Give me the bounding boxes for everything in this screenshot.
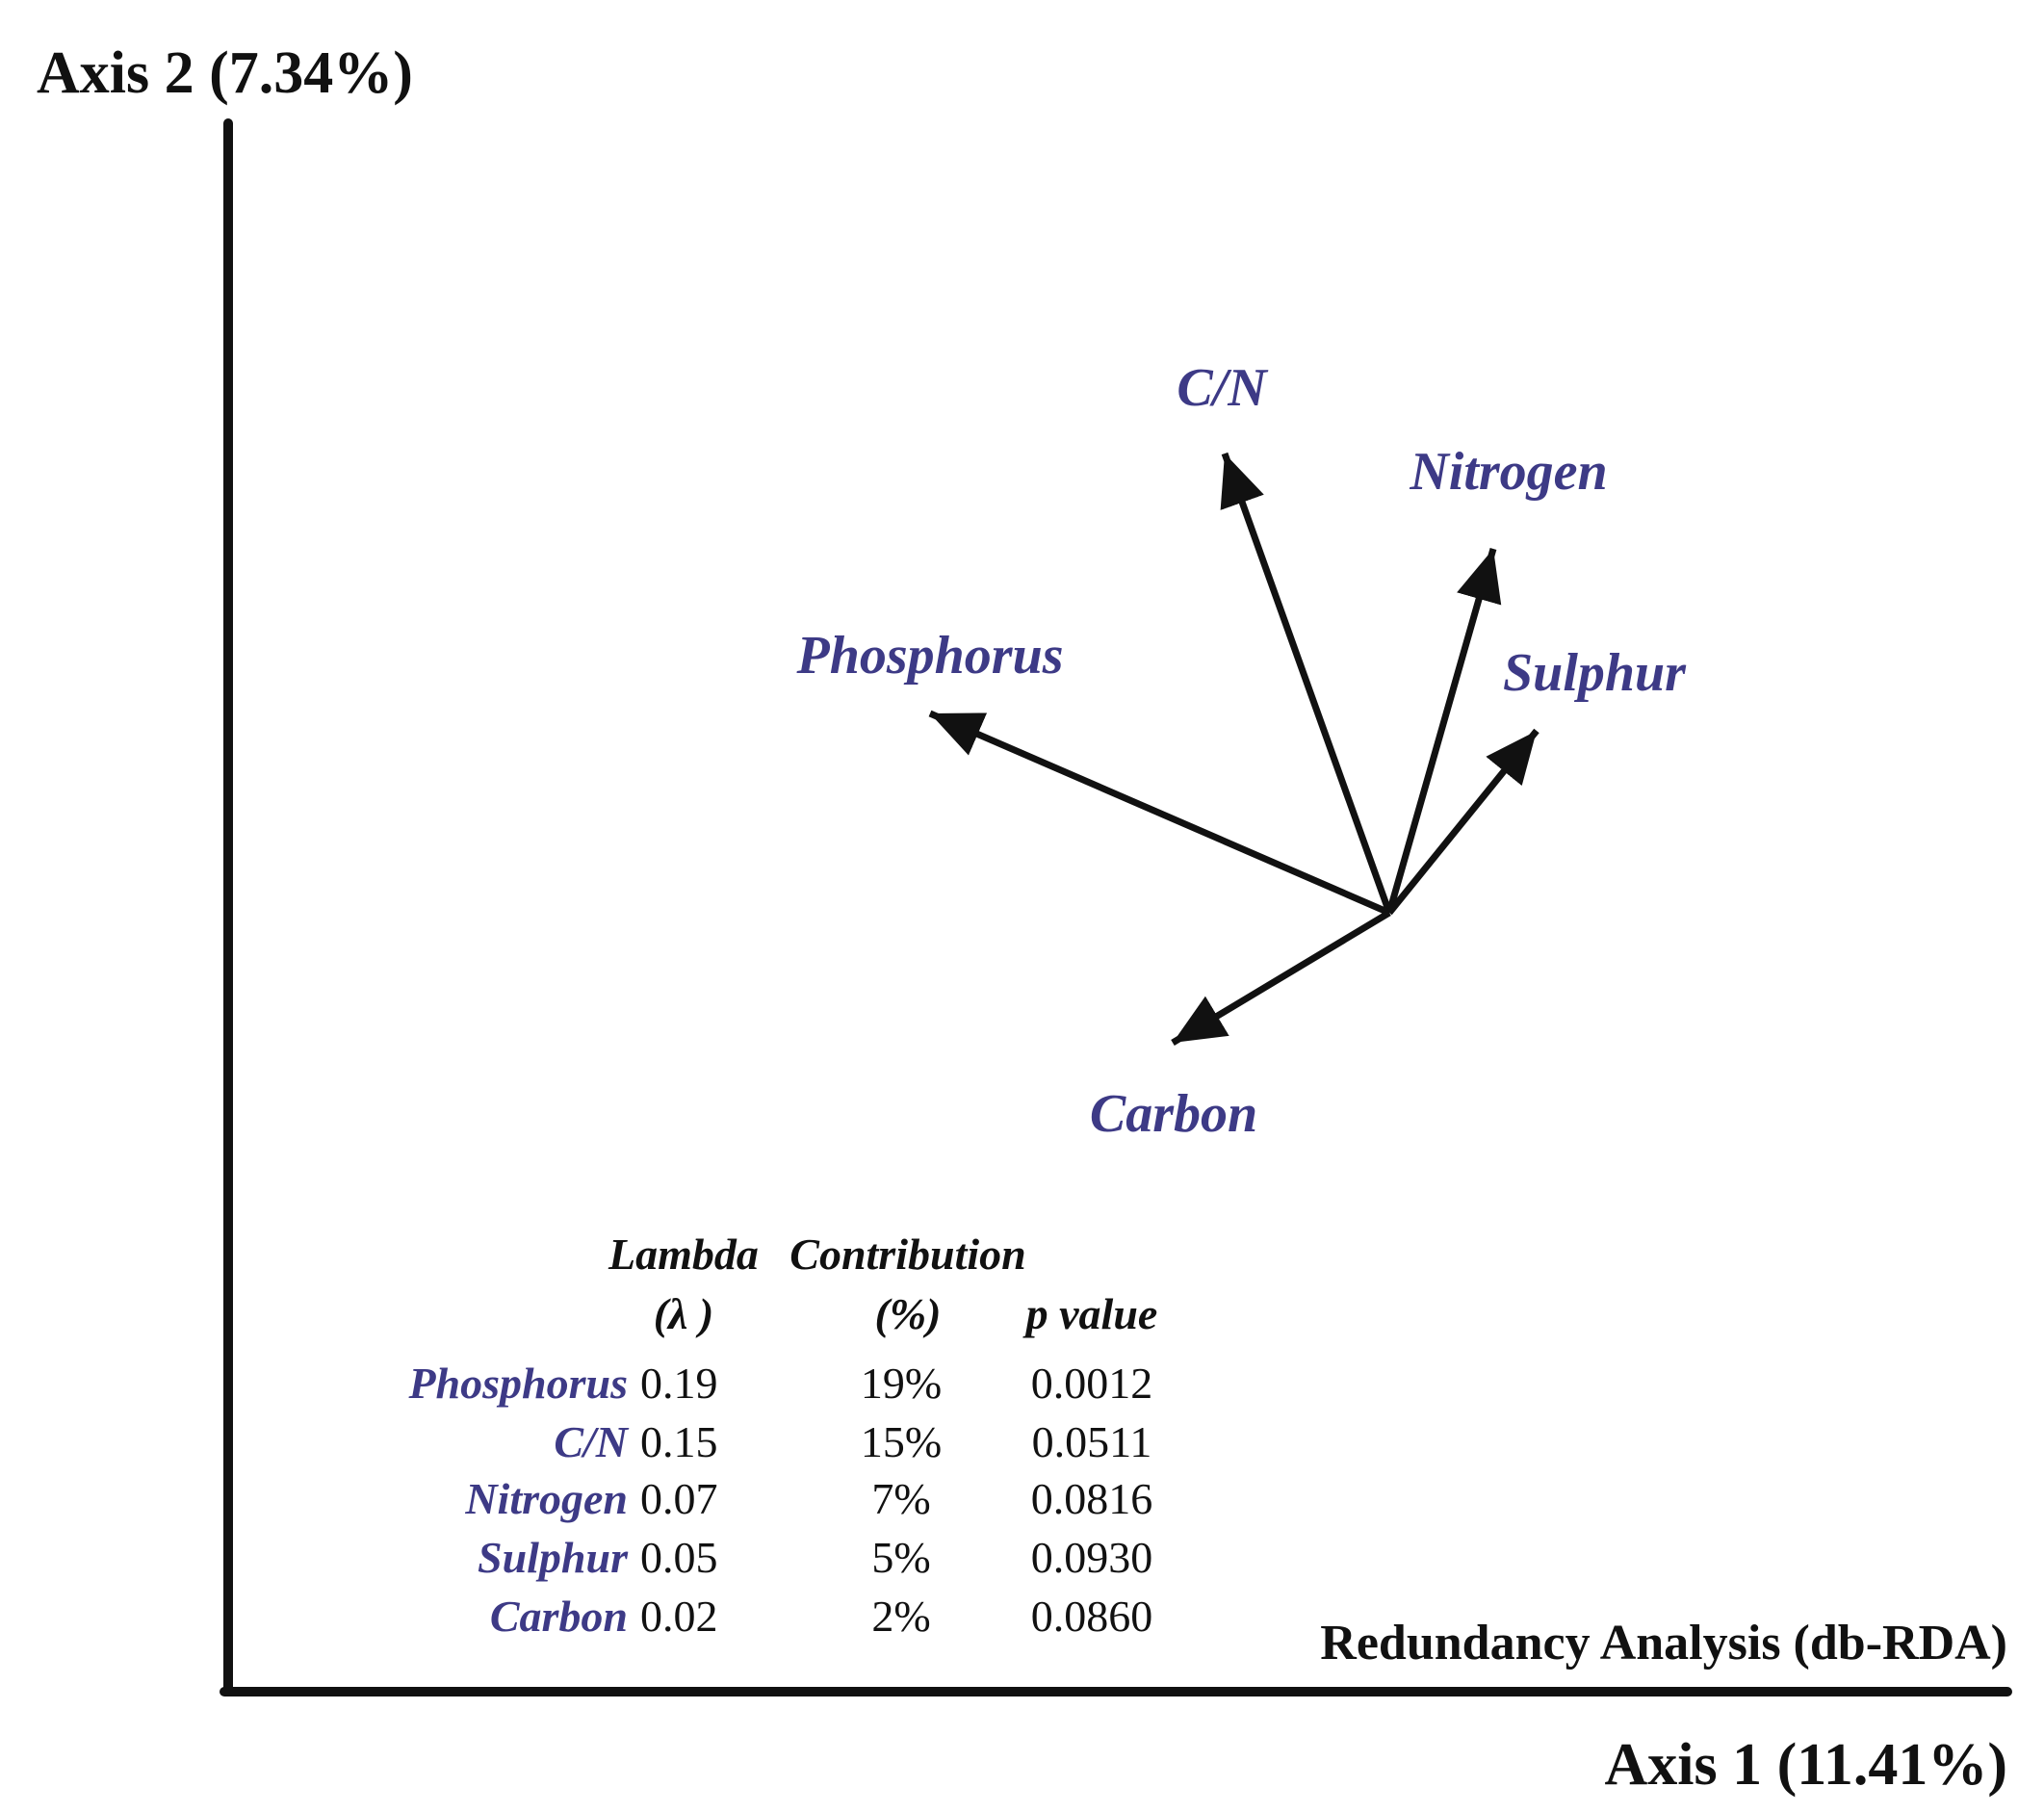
vector-group: C/N Nitrogen Phosphorus Sulphur Carbon [795,358,1687,1144]
row-p-value: 0.0012 [1031,1359,1153,1408]
table-row: Sulphur 0.05 5% 0.0930 [478,1533,1152,1582]
vector-arrow-carbon [1171,909,1391,1047]
row-name: C/N [554,1417,629,1466]
row-lambda: 0.19 [640,1359,718,1408]
row-contribution: 7% [871,1474,930,1523]
header-lambda-symbol: (λ ) [654,1289,714,1338]
x-axis-title: Axis 1 (11.41%) [1605,1732,2008,1798]
row-lambda: 0.15 [640,1417,718,1466]
row-name: Carbon [490,1592,628,1641]
row-lambda: 0.05 [640,1533,718,1582]
vector-arrow-nitrogen [1385,548,1502,914]
vector-label-sulphur: Sulphur [1503,643,1687,703]
row-p-value: 0.0511 [1032,1417,1152,1466]
row-p-value: 0.0860 [1031,1592,1153,1641]
table-row: Carbon 0.02 2% 0.0860 [490,1592,1152,1641]
y-axis-title: Axis 2 (7.34%) [37,40,413,106]
header-lambda: Lambda [608,1230,759,1279]
table-rows: Phosphorus 0.19 19% 0.0012 C/N 0.15 15% 0.0511 N… [407,1359,1152,1641]
chart-title: Redundancy Analysis (db-RDA) [1320,1616,2007,1671]
row-lambda: 0.07 [640,1474,718,1523]
vector-arrow-phosphorus [928,710,1391,917]
row-contribution: 19% [861,1359,942,1408]
table-row: Phosphorus 0.19 19% 0.0012 [407,1359,1152,1408]
vector-label-carbon: Carbon [1090,1084,1257,1144]
row-name: Nitrogen [464,1474,628,1523]
table-row: Nitrogen 0.07 7% 0.0816 [464,1474,1152,1523]
table-row: C/N 0.15 15% 0.0511 [554,1417,1151,1466]
row-name: Sulphur [478,1533,629,1582]
row-contribution: 2% [871,1592,930,1641]
stats-table: Lambda (λ ) Contribution (%) p value Pho… [407,1230,1157,1641]
vector-label-phosphorus: Phosphorus [795,626,1063,686]
header-contribution: Contribution [789,1230,1025,1279]
vector-arrow-sulphur [1386,728,1539,916]
row-contribution: 5% [871,1533,930,1582]
row-lambda: 0.02 [640,1592,718,1641]
vector-label-c-n: C/N [1177,358,1269,418]
vector-arrow-c-n [1220,452,1393,915]
row-contribution: 15% [861,1417,942,1466]
vector-label-nitrogen: Nitrogen [1409,442,1607,502]
row-name: Phosphorus [407,1359,628,1408]
header-contribution-unit: (%) [875,1289,942,1338]
row-p-value: 0.0930 [1031,1533,1153,1582]
header-p-value: p value [1022,1289,1158,1338]
row-p-value: 0.0816 [1031,1474,1153,1523]
